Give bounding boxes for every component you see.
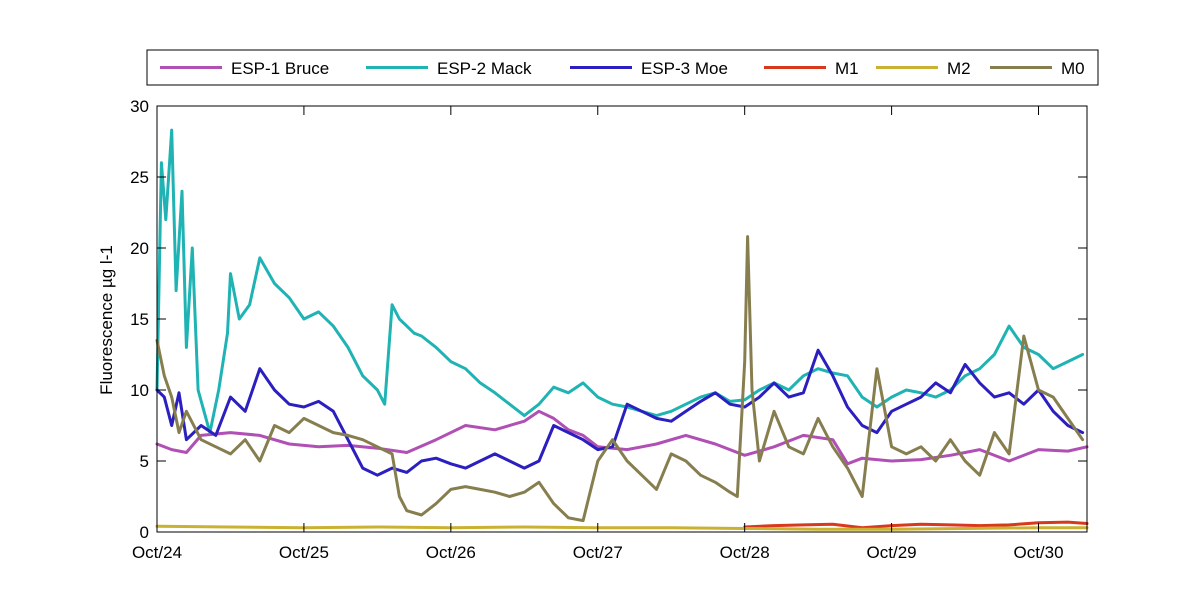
x-tick-label-1: Oct/25 — [279, 543, 329, 562]
legend-label-1: ESP-2 Mack — [437, 59, 532, 78]
x-tick-label-0: Oct/24 — [132, 543, 182, 562]
legend-label-5: M0 — [1061, 59, 1085, 78]
y-tick-label-2: 10 — [130, 381, 149, 400]
series-layer — [155, 128, 1089, 531]
y-tick-label-6: 30 — [130, 97, 149, 116]
series-line-4 — [155, 524, 1089, 531]
x-tick-label-6: Oct/30 — [1013, 543, 1063, 562]
series-line-3 — [743, 520, 1089, 530]
y-tick-label-5: 25 — [130, 168, 149, 187]
legend: ESP-1 Bruce ESP-2 Mack ESP-3 Moe M1 M2 M0 — [146, 49, 1099, 86]
legend-label-2: ESP-3 Moe — [641, 59, 728, 78]
y-tick-label-3: 15 — [130, 310, 149, 329]
x-tick-label-2: Oct/26 — [426, 543, 476, 562]
x-tick-label-5: Oct/29 — [867, 543, 917, 562]
legend-label-4: M2 — [947, 59, 971, 78]
plot-frame — [156, 105, 1088, 533]
series-line-1 — [155, 128, 1085, 435]
x-tick-label-4: Oct/28 — [720, 543, 770, 562]
series-line-0 — [155, 409, 1089, 466]
series-line-5 — [155, 235, 1085, 523]
legend-label-0: ESP-1 Bruce — [231, 59, 329, 78]
y-tick-label-0: 0 — [140, 523, 149, 542]
y-tick-label-1: 5 — [140, 452, 149, 471]
y-tick-label-4: 20 — [130, 239, 149, 258]
legend-label-3: M1 — [835, 59, 859, 78]
y-axis-label: Fluorescence µg l-1 — [97, 245, 116, 395]
x-tick-label-3: Oct/27 — [573, 543, 623, 562]
axes: 0 5 10 15 20 25 30 Oct/24 Oct/25 Oct/26 Oct/27 Oct/… — [130, 97, 1088, 562]
